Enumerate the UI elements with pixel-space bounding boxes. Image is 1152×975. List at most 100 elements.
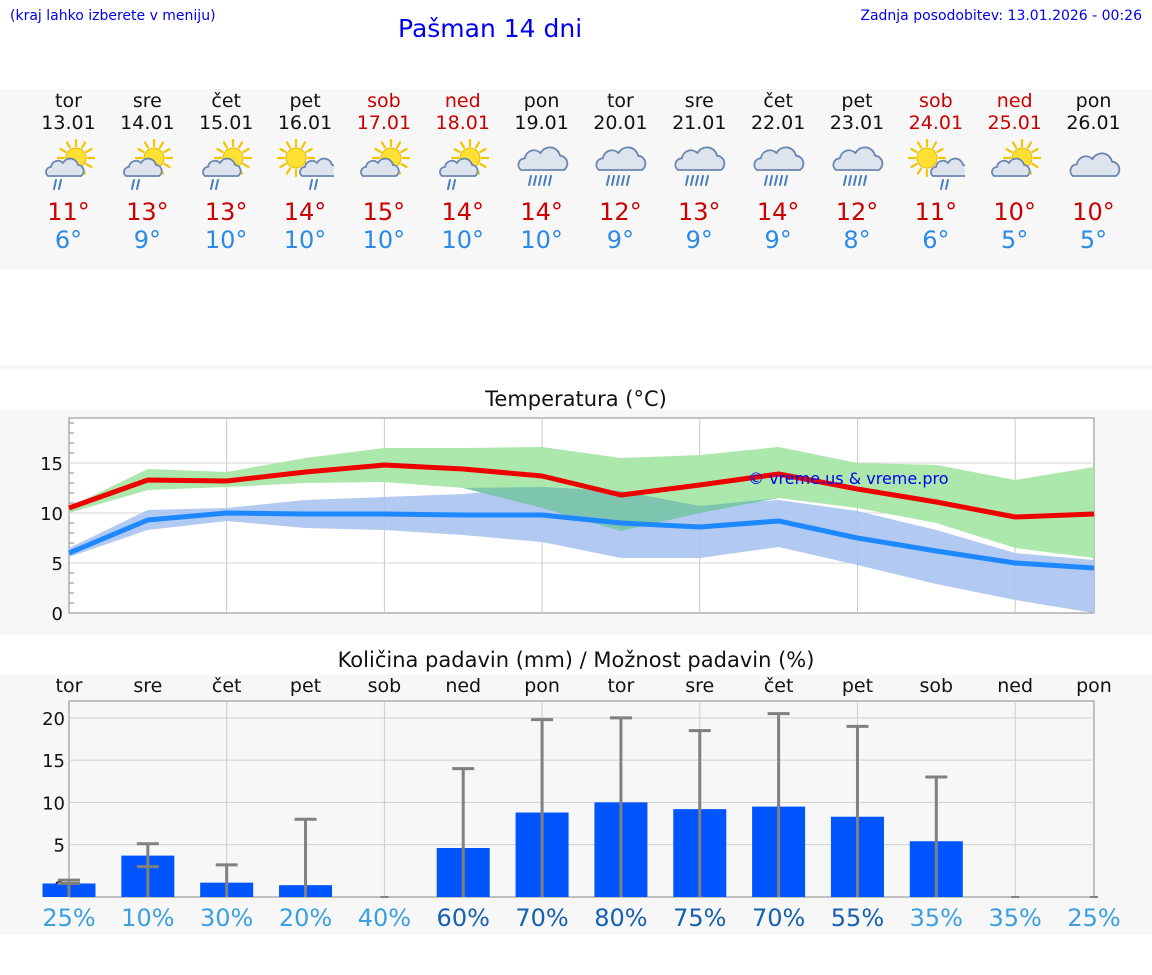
last-update: Zadnja posodobitev: 13.01.2026 - 00:26: [860, 8, 1142, 24]
page-title: Pašman 14 dni: [398, 14, 583, 43]
precipitation-probability: 40%: [358, 904, 411, 932]
day-date: 14.01: [120, 112, 175, 134]
partly-sunny-icon: [360, 138, 410, 178]
precipitation-probability: 10%: [121, 904, 174, 932]
day-date: 23.01: [829, 112, 885, 134]
day-column: sre 21.01 13° 9°: [659, 89, 739, 254]
max-temperature: 11°: [47, 198, 90, 226]
day-column: sre 14.01 13° 9°: [107, 89, 187, 254]
min-temperature: 5°: [1001, 226, 1029, 254]
rain-cloud-icon: [674, 146, 726, 186]
precipitation-probability: 20%: [279, 904, 332, 932]
y-tick-label: 10: [42, 793, 65, 814]
day-date: 16.01: [277, 112, 333, 134]
range-overlap-band: [69, 482, 1094, 558]
day-column: čet 22.01 14° 9°: [738, 89, 818, 254]
day-column: ned 25.01 10° 5°: [975, 89, 1055, 254]
min-temperature: 8°: [843, 226, 871, 254]
day-category-label: sre: [685, 675, 714, 697]
y-tick-label: 10: [40, 504, 63, 525]
day-category-label: pet: [290, 675, 321, 697]
day-category-label: ned: [997, 675, 1033, 697]
precipitation-probability: 35%: [910, 904, 963, 932]
min-temperature: 6°: [922, 226, 950, 254]
day-column: sob 17.01 15° 10°: [344, 89, 424, 254]
max-temperature: 13°: [678, 198, 721, 226]
day-name: sob: [367, 90, 401, 112]
day-date: 19.01: [514, 112, 569, 134]
y-tick-label: 5: [52, 554, 63, 575]
day-column: tor 20.01 12° 9°: [580, 89, 660, 254]
y-tick-label: 5: [54, 836, 65, 857]
day-category-label: ned: [445, 675, 481, 697]
day-date: 25.01: [987, 112, 1042, 134]
min-temperature: 9°: [133, 226, 161, 254]
rain-cloud-icon: [517, 146, 568, 186]
min-temperature: 6°: [54, 226, 83, 254]
day-column: pet 23.01 12° 8°: [817, 89, 897, 254]
day-category-label: čet: [212, 675, 242, 697]
day-name: ned: [996, 90, 1033, 112]
precipitation-probability: 80%: [594, 904, 647, 932]
day-category-label: tor: [607, 675, 634, 697]
day-date: 17.01: [356, 112, 412, 134]
partly-sunny-rain-icon: [44, 138, 95, 190]
min-temperature: 10°: [520, 226, 563, 254]
day-name: ned: [444, 90, 481, 112]
max-temperature-line: [68, 462, 1095, 520]
day-column: pet 16.01 14° 10°: [265, 89, 345, 254]
precipitation-probability: 30%: [200, 904, 253, 932]
day-name: pet: [841, 90, 873, 112]
day-name: čet: [211, 90, 241, 112]
sun-cloud-rain-icon: [276, 138, 335, 190]
day-column: pon 19.01 14° 10°: [502, 89, 582, 254]
day-name: sre: [684, 90, 714, 112]
precipitation-probability: 75%: [673, 904, 726, 932]
min-temperature-line: [68, 510, 1095, 571]
day-date: 20.01: [593, 112, 648, 134]
day-category-label: sre: [133, 675, 162, 697]
sun-cloud-rain-icon: [907, 138, 965, 190]
day-column: čet 15.01 13° 10°: [186, 89, 266, 254]
day-category-label: čet: [764, 675, 794, 697]
y-tick-label: 15: [42, 751, 65, 772]
precipitation-probability: 25%: [1067, 904, 1120, 932]
precipitation-chart: tor sre čet pet sob ned pon tor sre čet pet sob ned p…: [42, 675, 1121, 932]
day-name: tor: [606, 90, 634, 112]
day-date: 15.01: [198, 112, 254, 134]
min-temperature-range-band: [69, 487, 1094, 613]
max-temperature: 13°: [204, 198, 248, 226]
day-name: sob: [919, 90, 953, 112]
day-column: sob 24.01 11° 6°: [896, 89, 976, 254]
cloudy-icon: [1069, 152, 1120, 177]
day-name: pon: [523, 90, 560, 112]
day-name: pet: [289, 90, 321, 112]
precipitation-probability: 60%: [437, 904, 490, 932]
day-column: ned 18.01 14° 10°: [423, 89, 503, 254]
day-category-label: pon: [1076, 675, 1112, 697]
day-category-label: tor: [56, 675, 83, 697]
max-temperature: 14°: [283, 198, 327, 226]
max-temperature: 14°: [520, 198, 563, 226]
min-temperature: 10°: [362, 226, 406, 254]
region-menu-hint[interactable]: (kraj lahko izberete v meniju): [10, 8, 216, 24]
rain-cloud-icon: [595, 146, 647, 186]
max-temperature: 11°: [914, 198, 958, 226]
day-category-label: pet: [842, 675, 873, 697]
max-temperature: 14°: [756, 198, 800, 226]
day-category-label: sob: [920, 675, 954, 697]
min-temperature: 10°: [283, 226, 327, 254]
precipitation-probability: 55%: [831, 904, 884, 932]
precipitation-chart-panel: tor sre čet pet sob ned pon tor sre čet pet sob ned p…: [0, 675, 1152, 935]
rain-cloud-icon: [753, 146, 805, 186]
day-date: 24.01: [908, 112, 964, 134]
min-temperature: 5°: [1079, 226, 1108, 254]
min-temperature: 10°: [441, 226, 485, 254]
partly-sunny-rain-icon: [438, 138, 489, 190]
max-temperature: 12°: [599, 198, 642, 226]
day-date: 26.01: [1066, 112, 1121, 134]
watermark: © vreme.us & vreme.pro: [748, 469, 949, 488]
day-name: čet: [763, 90, 793, 112]
max-temperature: 15°: [362, 198, 406, 226]
min-temperature: 9°: [764, 226, 792, 254]
